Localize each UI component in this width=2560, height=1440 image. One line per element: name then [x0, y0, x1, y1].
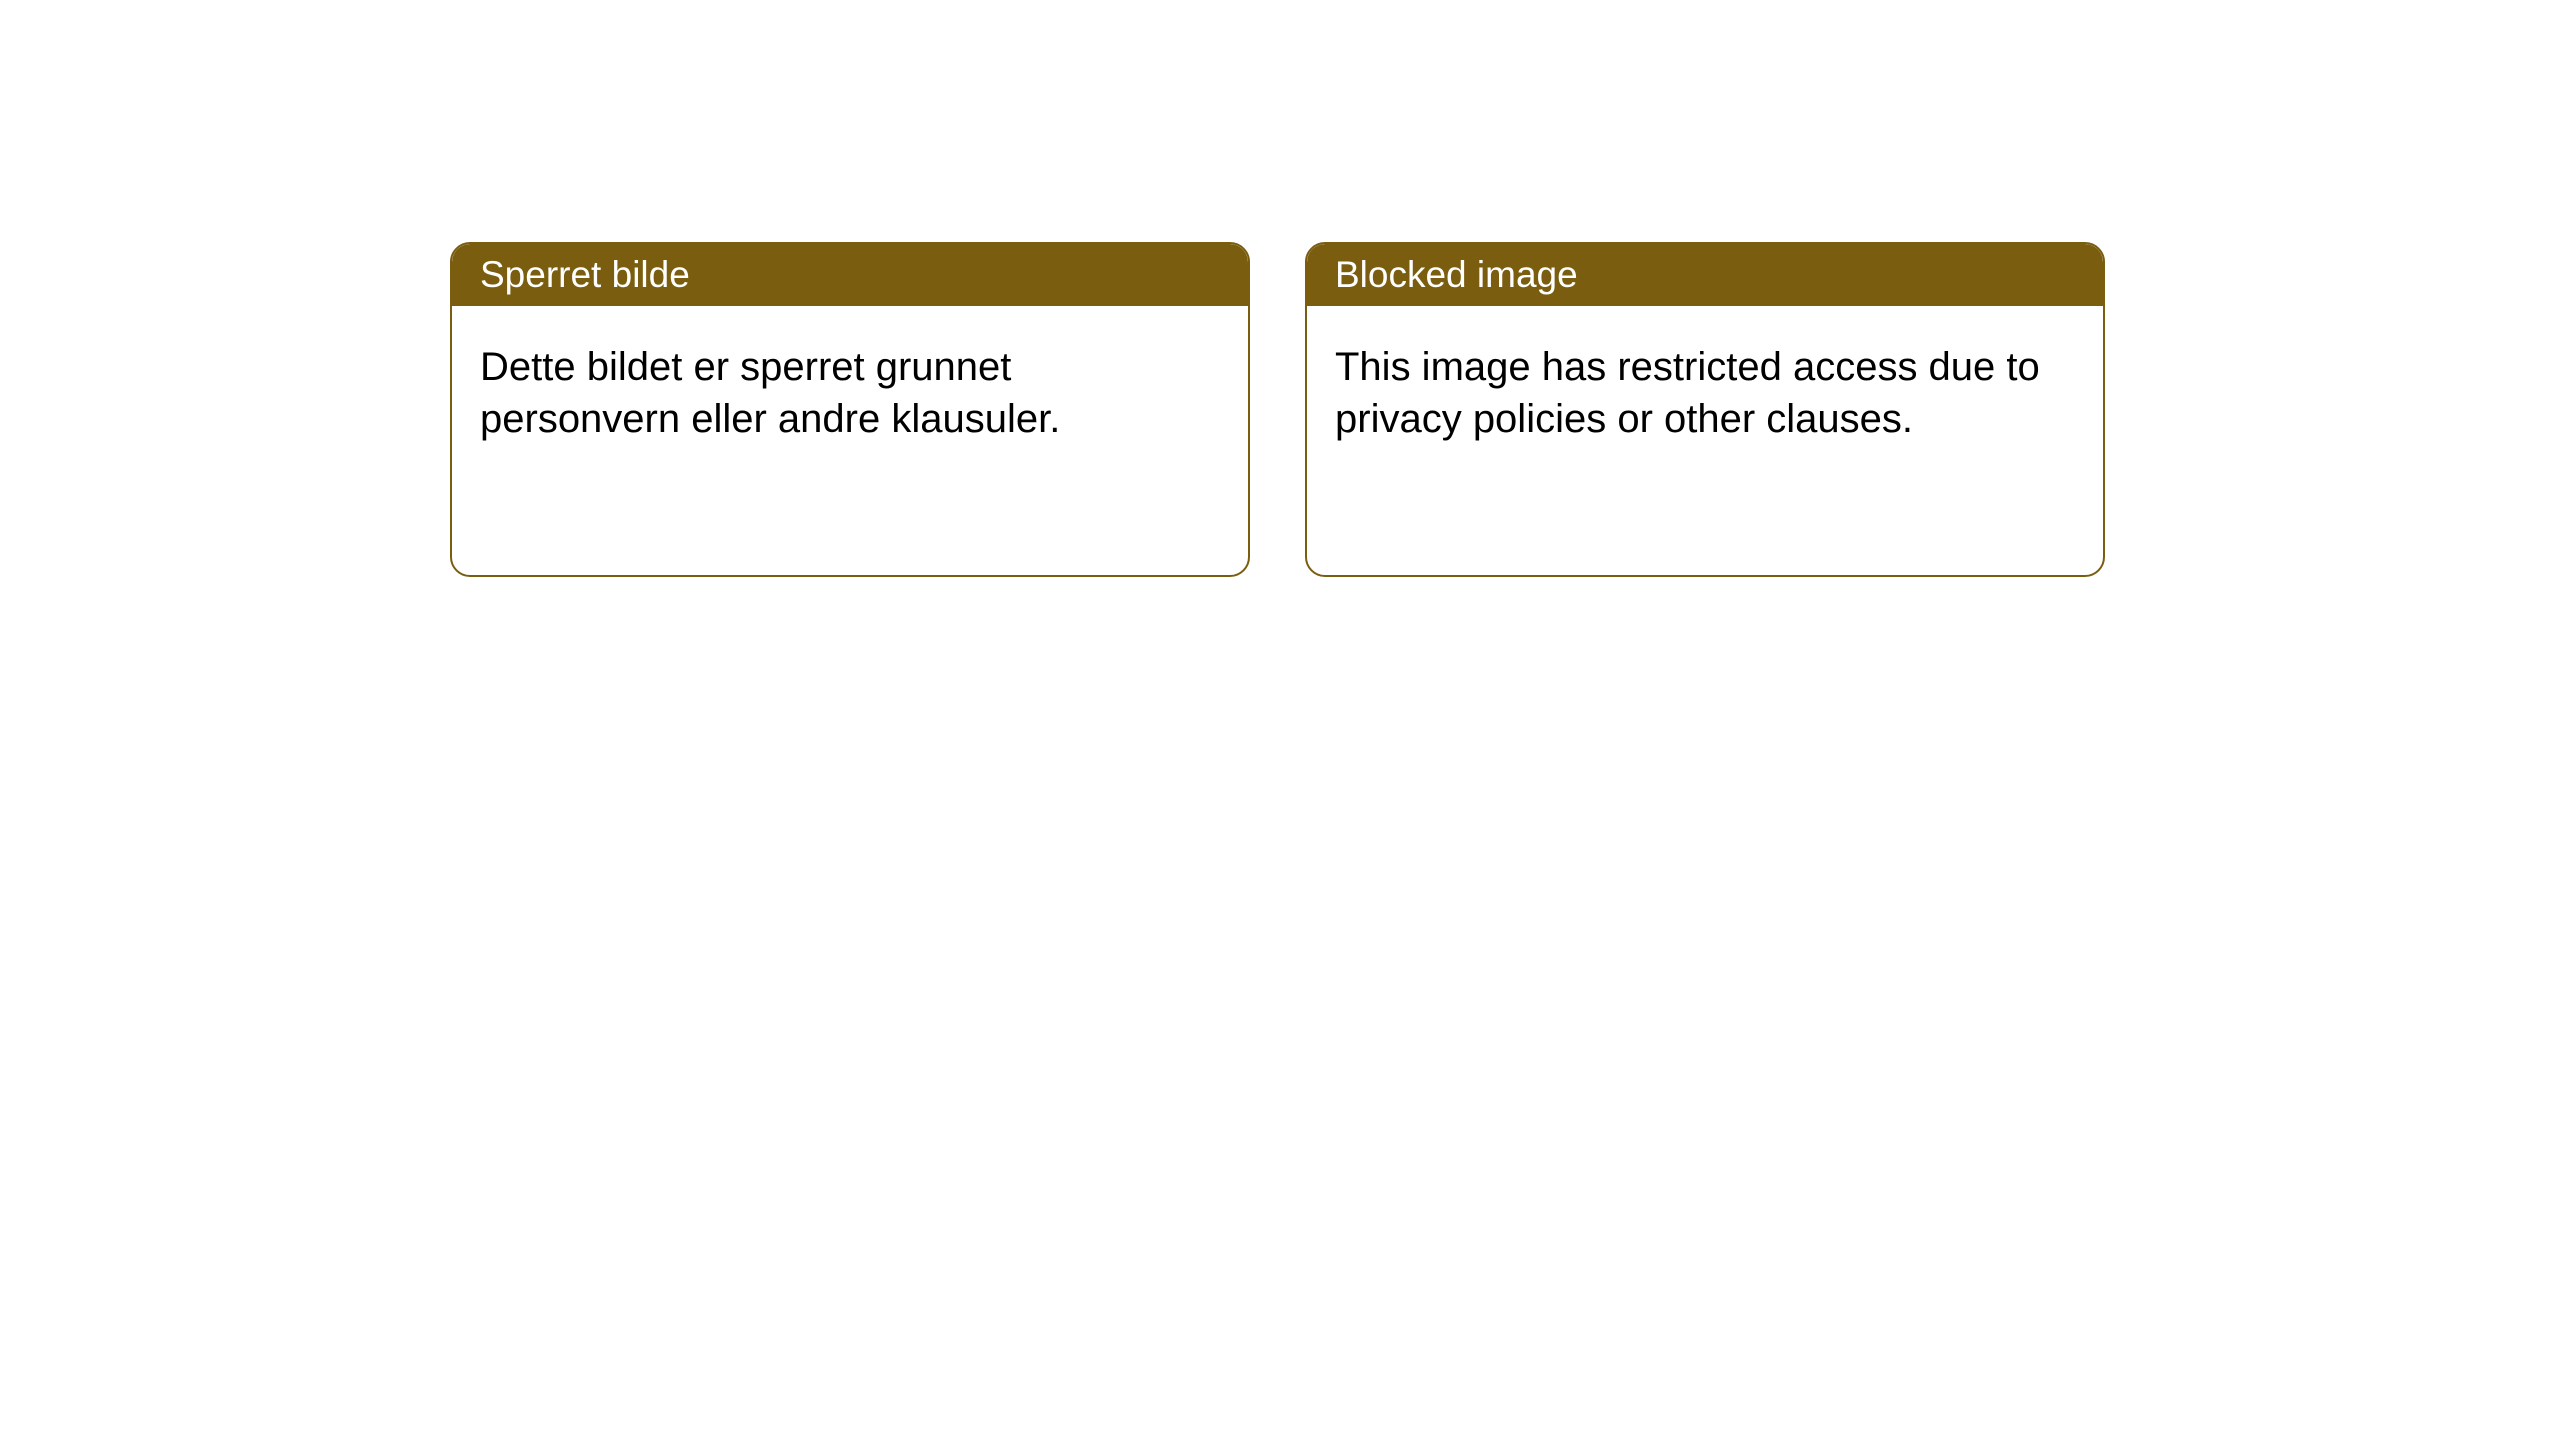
- notice-card-norwegian: Sperret bilde Dette bildet er sperret gr…: [450, 242, 1250, 577]
- card-message: This image has restricted access due to …: [1335, 345, 2040, 441]
- card-body-norwegian: Dette bildet er sperret grunnet personve…: [452, 306, 1248, 480]
- notice-card-english: Blocked image This image has restricted …: [1305, 242, 2105, 577]
- notice-cards-container: Sperret bilde Dette bildet er sperret gr…: [450, 242, 2105, 577]
- card-header-norwegian: Sperret bilde: [452, 244, 1248, 306]
- card-header-english: Blocked image: [1307, 244, 2103, 306]
- card-title: Sperret bilde: [480, 254, 690, 295]
- card-message: Dette bildet er sperret grunnet personve…: [480, 345, 1060, 441]
- card-body-english: This image has restricted access due to …: [1307, 306, 2103, 480]
- card-title: Blocked image: [1335, 254, 1578, 295]
